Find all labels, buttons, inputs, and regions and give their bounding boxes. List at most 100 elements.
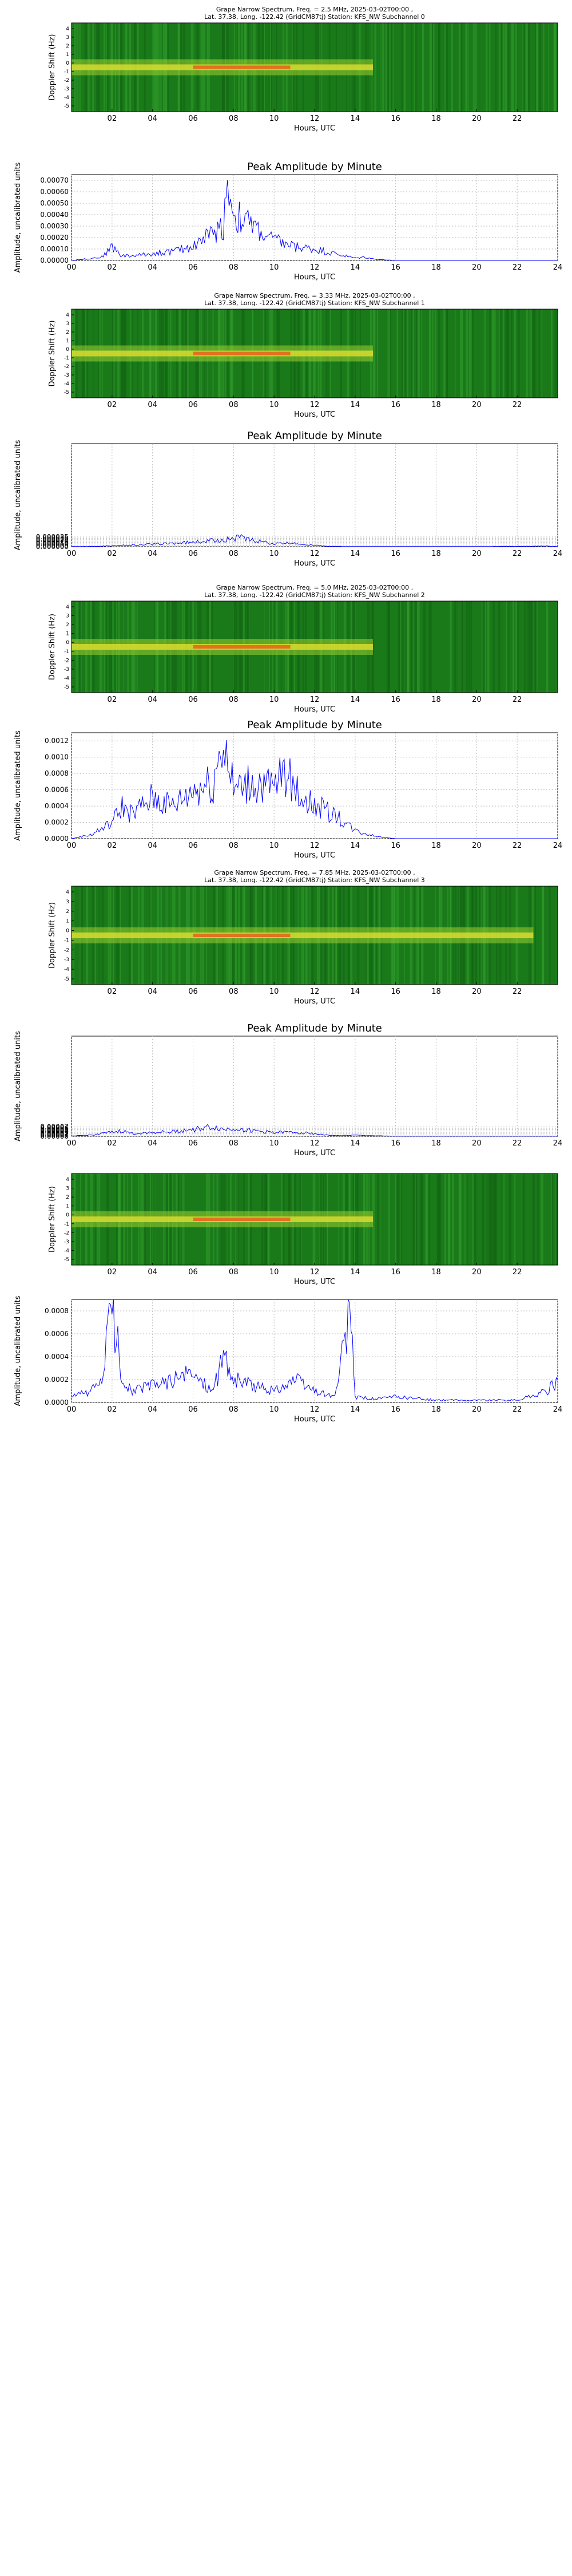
spectrogram-streak — [388, 1174, 390, 1265]
x-tick-label: 16 — [391, 987, 400, 996]
spectrogram-streak — [402, 309, 404, 398]
y-tick-label: 0.00006 — [40, 1124, 69, 1132]
spectrogram-streak — [529, 309, 533, 398]
spectrogram-streak — [417, 601, 420, 693]
spectrogram-streak — [389, 309, 390, 398]
x-tick-label: 00 — [67, 841, 77, 850]
spectrogram-streak — [534, 601, 535, 693]
spectrogram-streak — [396, 1174, 399, 1265]
x-tick-label: 22 — [513, 696, 522, 704]
x-tick-label: 20 — [472, 401, 482, 409]
x-tick-label: 06 — [188, 263, 198, 272]
y-axis-label: Amplitude, uncalibrated units — [14, 730, 22, 841]
y-tick-label: 0.0008 — [45, 769, 69, 777]
spectrogram-streak — [379, 1174, 381, 1265]
x-tick-label: 10 — [269, 1139, 279, 1148]
spectrogram-streak — [532, 1174, 535, 1265]
spectrogram-streak — [460, 23, 463, 112]
y-tick-label: 0.00007 — [40, 1123, 69, 1131]
y-tick-label: 3 — [66, 614, 69, 619]
spectrogram-streak — [399, 601, 400, 693]
spectrogram-streak — [517, 23, 518, 112]
x-tick-label: 06 — [188, 550, 198, 558]
spectrogram-streak — [415, 23, 417, 112]
x-tick-label: 10 — [269, 841, 279, 850]
y-tick-label: -1 — [64, 1222, 69, 1227]
y-tick-label: -2 — [64, 658, 69, 663]
x-tick-label: 18 — [431, 987, 441, 996]
spectrogram-streak — [514, 309, 516, 398]
x-axis-label: Hours, UTC — [294, 124, 335, 133]
spectrogram-streak — [525, 23, 528, 112]
amplitude-panel-9: 00 02 04 06 08 10 12 14 16 18 20 22 24 0.0000 0.0002 0.… — [14, 1295, 562, 1424]
spectrogram-streak — [472, 1174, 474, 1265]
spectrogram-streak — [446, 23, 448, 112]
spectrogram-streak — [382, 23, 384, 112]
spectrogram-streak — [472, 23, 475, 112]
doppler-peak — [193, 1218, 291, 1221]
spectrogram-streak — [482, 601, 486, 693]
x-tick-label: 18 — [431, 1405, 441, 1414]
spectrogram-streak — [554, 309, 557, 398]
y-tick-label: 0.0012 — [45, 737, 69, 745]
y-tick-label: 0.0008 — [45, 1307, 69, 1315]
spectrogram-streak — [428, 601, 430, 693]
spectrogram-streak — [467, 309, 468, 398]
x-tick-label: 08 — [229, 1405, 239, 1414]
y-axis-label: Doppler Shift (Hz) — [48, 614, 57, 680]
x-tick-label: 04 — [148, 1139, 157, 1148]
y-tick-label: 0.0002 — [45, 1376, 69, 1384]
spectrogram-streak — [494, 1174, 497, 1265]
spectrogram-streak — [555, 1174, 558, 1265]
spectrogram-streak — [511, 309, 513, 398]
spectrogram-panel-6: Grape Narrow Spectrum, Freq. = 7.85 MHz,… — [48, 869, 558, 1006]
spectrogram-streak — [501, 1174, 503, 1265]
spectrogram-streak — [438, 1174, 440, 1265]
amplitude-frame — [71, 732, 558, 839]
spectrogram-title: Grape Narrow Spectrum, Freq. = 5.0 MHz, … — [216, 584, 413, 591]
amplitude-title: Peak Amplitude by Minute — [247, 161, 382, 173]
spectrogram-streak — [554, 23, 557, 112]
spectrogram-streak — [450, 601, 452, 693]
spectrogram-streak — [388, 601, 390, 693]
amplitude-panel-3: Peak Amplitude by Minute 00 02 04 06 08 10 12 14… — [14, 430, 562, 568]
spectrogram-streak — [422, 23, 423, 112]
x-tick-label: 14 — [351, 987, 360, 996]
x-axis-label: Hours, UTC — [294, 410, 335, 419]
spectrogram-streak — [404, 309, 407, 398]
x-axis-label: Hours, UTC — [294, 1415, 335, 1424]
x-axis-label: Hours, UTC — [294, 1149, 335, 1157]
spectrogram-streak — [499, 23, 500, 112]
spectrogram-streak — [514, 1174, 516, 1265]
x-tick-label: 00 — [67, 550, 77, 558]
spectrogram-streak — [444, 1174, 447, 1265]
amplitude-panel-1: Peak Amplitude by Minute 00 02 04 06 08 10 12 14… — [14, 161, 562, 282]
x-tick-label: 12 — [310, 696, 320, 704]
y-tick-label: 0.00060 — [40, 188, 69, 196]
spectrogram-streak — [549, 886, 551, 985]
doppler-peak — [193, 645, 291, 649]
spectrogram-streak — [411, 601, 412, 693]
amplitude-panel-5: Peak Amplitude by Minute 00 02 04 06 08 10 12 14… — [14, 719, 562, 860]
x-tick-label: 10 — [269, 550, 279, 558]
x-tick-label: 08 — [229, 114, 239, 123]
x-tick-label: 12 — [310, 263, 320, 272]
x-tick-label: 08 — [229, 263, 239, 272]
spectrogram-streak — [533, 309, 535, 398]
y-tick-label: 0.000010 — [36, 540, 69, 548]
x-tick-label: 00 — [67, 263, 77, 272]
doppler-band-core — [72, 933, 534, 938]
x-tick-label: 14 — [351, 696, 360, 704]
x-tick-label: 04 — [148, 696, 157, 704]
y-tick-label: 0.00070 — [40, 176, 69, 184]
spectrogram-streak — [523, 1174, 525, 1265]
y-tick-label: 0.00000 — [40, 256, 69, 264]
x-tick-label: 02 — [108, 1139, 117, 1148]
spectrogram-streak — [380, 23, 382, 112]
y-tick-label: 0.0004 — [45, 802, 69, 810]
y-tick-label: -4 — [64, 381, 69, 387]
y-tick-label: -4 — [64, 967, 69, 973]
x-tick-label: 04 — [148, 401, 157, 409]
spectrogram-streak — [527, 23, 530, 112]
spectrogram-streak — [468, 601, 471, 693]
